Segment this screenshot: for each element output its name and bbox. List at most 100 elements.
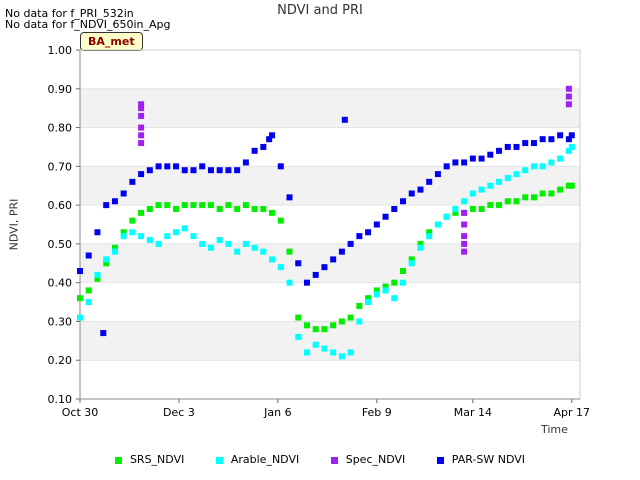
point-par-sw-ndvi (138, 171, 145, 178)
legend-item-arable-ndvi[interactable]: Arable_NDVI (215, 453, 299, 466)
point-srs-ndvi (548, 190, 555, 197)
point-arable-ndvi (199, 240, 206, 247)
point-arable-ndvi (129, 229, 136, 236)
point-srs-ndvi (417, 240, 424, 247)
point-arable-ndvi (207, 244, 214, 251)
point-par-sw-ndvi (548, 136, 555, 143)
y-tick-label: 0.50 (48, 238, 73, 251)
point-arable-ndvi (173, 229, 180, 236)
point-par-sw-ndvi (513, 143, 520, 150)
point-spec-ndvi (138, 112, 145, 119)
point-par-sw-ndvi (129, 178, 136, 185)
point-par-sw-ndvi (199, 163, 206, 170)
point-par-sw-ndvi (487, 151, 494, 158)
point-srs-ndvi (111, 244, 118, 251)
point-arable-ndvi (277, 264, 284, 271)
point-arable-ndvi (164, 233, 171, 240)
point-spec-ndvi (138, 140, 145, 147)
point-spec-ndvi (461, 221, 468, 228)
point-par-sw-ndvi (295, 260, 302, 267)
point-arable-ndvi (234, 248, 241, 255)
x-tick-label: Jan 6 (263, 406, 291, 419)
x-tick-label: Dec 3 (163, 406, 195, 419)
point-srs-ndvi (513, 198, 520, 205)
point-par-sw-ndvi (568, 132, 575, 139)
point-par-sw-ndvi (260, 143, 267, 150)
point-srs-ndvi (295, 314, 302, 321)
point-arable-ndvi (504, 174, 511, 181)
point-srs-ndvi (138, 209, 145, 216)
point-srs-ndvi (199, 202, 206, 209)
point-arable-ndvi (568, 143, 575, 150)
point-arable-ndvi (286, 279, 293, 286)
point-arable-ndvi (181, 225, 188, 232)
point-arable-ndvi (138, 233, 145, 240)
point-arable-ndvi (478, 186, 485, 193)
point-par-sw-ndvi (365, 229, 372, 236)
point-srs-ndvi (120, 229, 127, 236)
y-tick-label: 0.80 (48, 122, 73, 135)
legend-item-srs-ndvi[interactable]: SRS_NDVI (114, 453, 184, 466)
point-srs-ndvi (321, 326, 328, 333)
point-srs-ndvi (391, 279, 398, 286)
point-arable-ndvi (321, 345, 328, 352)
point-arable-ndvi (94, 271, 101, 278)
legend-item-parsw-ndvi[interactable]: PAR-SW NDVI (436, 453, 525, 466)
point-srs-ndvi (382, 283, 389, 290)
legend-label-spec: Spec_NDVI (345, 453, 406, 466)
point-arable-ndvi (426, 233, 433, 240)
point-srs-ndvi (190, 202, 197, 209)
point-par-sw-ndvi (77, 268, 83, 275)
legend: SRS_NDVI Arable_NDVI Spec_NDVI PAR-SW ND… (0, 453, 640, 466)
point-arable-ndvi (400, 279, 407, 286)
point-spec-ndvi (565, 93, 572, 100)
point-par-sw-ndvi (146, 167, 153, 174)
point-arable-ndvi (312, 341, 319, 348)
point-par-sw-ndvi (303, 279, 310, 286)
point-arable-ndvi (77, 314, 83, 321)
x-tick-label: Oct 30 (62, 406, 99, 419)
point-par-sw-ndvi (190, 167, 197, 174)
plot-band (80, 243, 580, 283)
point-par-sw-ndvi (338, 248, 345, 255)
point-srs-ndvi (330, 322, 337, 329)
site-badge[interactable]: BA_met (80, 32, 143, 51)
point-srs-ndvi (173, 205, 180, 212)
point-srs-ndvi (277, 217, 284, 224)
point-par-sw-ndvi (286, 194, 293, 201)
point-arable-ndvi (269, 256, 276, 263)
point-par-sw-ndvi (277, 163, 284, 170)
point-arable-ndvi (522, 167, 529, 174)
point-srs-ndvi (568, 182, 575, 189)
point-srs-ndvi (312, 326, 319, 333)
plot-band (80, 321, 580, 361)
point-arable-ndvi (443, 213, 450, 220)
point-arable-ndvi (548, 159, 555, 166)
point-par-sw-ndvi (242, 159, 249, 166)
point-srs-ndvi (365, 295, 372, 302)
point-par-sw-ndvi (269, 132, 276, 139)
point-par-sw-ndvi (478, 155, 485, 162)
point-arable-ndvi (251, 244, 258, 251)
point-srs-ndvi (400, 268, 407, 275)
point-arable-ndvi (539, 163, 546, 170)
point-par-sw-ndvi (443, 163, 450, 170)
y-tick-label: 1.00 (48, 44, 73, 57)
point-par-sw-ndvi (496, 147, 503, 154)
point-par-sw-ndvi (434, 171, 441, 178)
point-par-sw-ndvi (173, 163, 180, 170)
point-srs-ndvi (557, 186, 564, 193)
point-srs-ndvi (242, 202, 249, 209)
legend-item-spec-ndvi[interactable]: Spec_NDVI (330, 453, 406, 466)
point-arable-ndvi (373, 291, 380, 298)
legend-swatch-parsw (436, 456, 444, 464)
point-par-sw-ndvi (557, 132, 564, 139)
no-data-note-pri: No data for f_PRI_532in (5, 7, 134, 20)
point-arable-ndvi (260, 248, 267, 255)
point-arable-ndvi (330, 349, 337, 356)
legend-swatch-spec (330, 456, 338, 464)
point-par-sw-ndvi (181, 167, 188, 174)
point-arable-ndvi (146, 237, 153, 244)
point-par-sw-ndvi (522, 140, 529, 147)
